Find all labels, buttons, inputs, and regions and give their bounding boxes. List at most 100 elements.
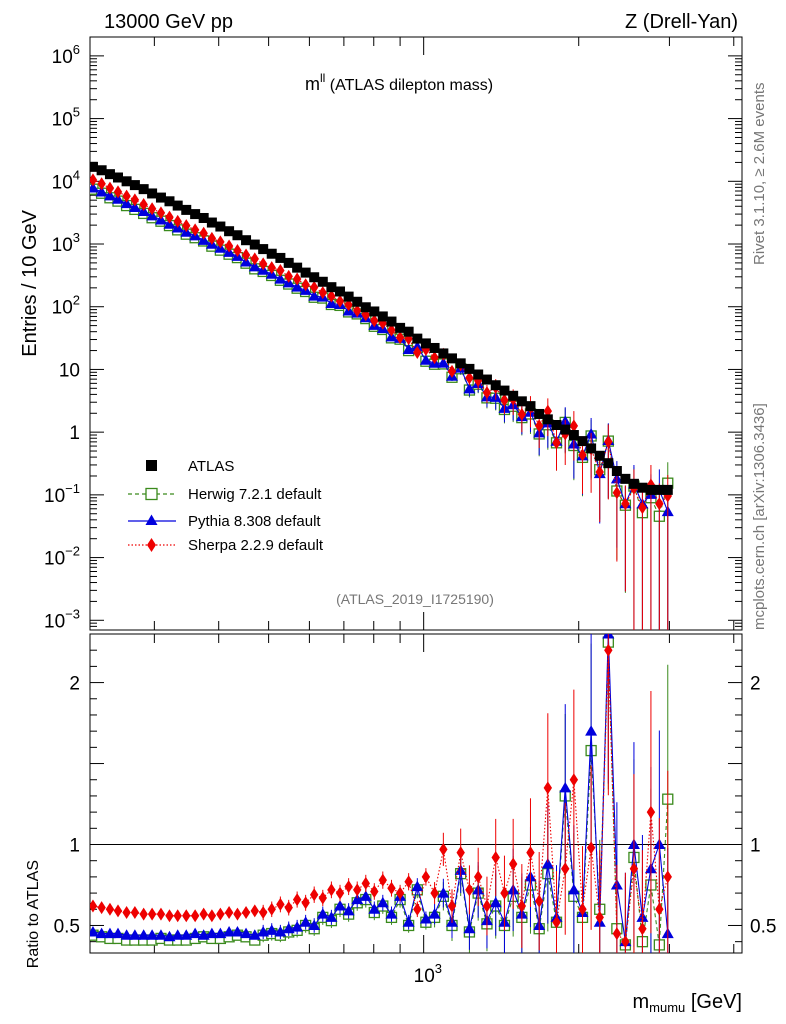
point-sherpa bbox=[301, 278, 310, 292]
ratio-point-sherpa bbox=[500, 886, 509, 900]
point-atlas bbox=[326, 282, 337, 293]
y-tick-label-base: 10 bbox=[52, 110, 73, 131]
point-sherpa bbox=[569, 419, 579, 433]
ratio-point-pythia bbox=[342, 904, 355, 916]
ratio-point-pythia bbox=[180, 929, 193, 940]
ratio-point-sherpa bbox=[335, 886, 345, 900]
point-pythia bbox=[128, 201, 141, 212]
point-sherpa bbox=[517, 407, 527, 421]
y-tick-label-top: 10−1 bbox=[44, 481, 80, 507]
y-tick-label-exp: 6 bbox=[73, 42, 80, 57]
series-line-sherpa-ratio bbox=[92, 650, 669, 943]
point-atlas bbox=[577, 436, 588, 447]
ratio-point-pythia bbox=[541, 857, 554, 869]
y-tick-label-exp: 5 bbox=[73, 105, 80, 120]
ratio-point-sherpa bbox=[207, 909, 217, 923]
point-atlas bbox=[292, 262, 303, 273]
point-atlas bbox=[551, 420, 562, 431]
point-atlas bbox=[455, 358, 466, 369]
ratio-point-pythia bbox=[585, 725, 598, 736]
ratio-point-sherpa bbox=[361, 876, 370, 890]
ratio-point-pythia bbox=[282, 922, 295, 934]
point-sherpa bbox=[370, 314, 379, 328]
ratio-point-sherpa bbox=[526, 846, 535, 860]
series-line-pythia-ratio bbox=[92, 634, 669, 942]
point-atlas bbox=[586, 443, 597, 454]
x-label-sub: mumu bbox=[649, 1000, 685, 1015]
y-tick-label-base: 10 bbox=[59, 360, 80, 381]
point-atlas bbox=[662, 484, 673, 495]
ratio-point-sherpa bbox=[447, 899, 457, 913]
ratio-point-pythia bbox=[291, 921, 304, 932]
ratio-point-pythia bbox=[111, 927, 124, 939]
ratio-point-sherpa bbox=[612, 927, 622, 941]
ratio-point-sherpa bbox=[552, 915, 561, 929]
y-tick-label-base: 1 bbox=[69, 423, 80, 444]
point-pythia bbox=[95, 186, 108, 197]
point-atlas bbox=[603, 458, 614, 469]
ratio-point-sherpa bbox=[508, 857, 518, 871]
point-atlas bbox=[420, 338, 431, 349]
ratio-point-sherpa bbox=[473, 870, 483, 884]
ratio-point-pythia bbox=[214, 927, 227, 939]
point-sherpa bbox=[224, 239, 234, 253]
point-sherpa bbox=[147, 202, 157, 216]
point-sherpa bbox=[199, 226, 208, 240]
point-sherpa bbox=[284, 269, 293, 283]
point-atlas bbox=[121, 176, 132, 187]
x-label-main: m bbox=[633, 991, 650, 1013]
point-atlas bbox=[198, 212, 209, 223]
legend-marker-sherpa bbox=[147, 538, 156, 552]
ratio-point-sherpa bbox=[561, 862, 570, 876]
point-atlas bbox=[594, 450, 605, 461]
ratio-point-pythia bbox=[240, 927, 253, 939]
ratio-point-pythia bbox=[171, 929, 184, 940]
y-tick-label-ratio-right: 1 bbox=[750, 836, 761, 857]
ratio-point-pythia bbox=[137, 929, 150, 940]
point-sherpa bbox=[655, 497, 664, 511]
point-atlas bbox=[429, 342, 440, 353]
point-sherpa bbox=[139, 197, 148, 211]
ratio-point-sherpa bbox=[421, 870, 431, 884]
point-atlas bbox=[446, 353, 457, 364]
point-sherpa bbox=[318, 286, 327, 300]
ratio-point-pythia bbox=[248, 929, 261, 940]
point-atlas bbox=[369, 306, 380, 317]
ratio-point-sherpa bbox=[586, 841, 596, 855]
y-tick-label-exp: −1 bbox=[65, 481, 80, 496]
ratio-point-sherpa bbox=[284, 901, 293, 915]
ratio-point-pythia bbox=[223, 925, 236, 937]
ratio-point-sherpa bbox=[105, 902, 115, 916]
point-pythia bbox=[248, 260, 261, 272]
point-sherpa bbox=[309, 280, 319, 294]
ratio-point-pythia bbox=[205, 927, 218, 939]
plot-title: mll (ATLAS dilepton mass) bbox=[305, 71, 493, 94]
point-sherpa bbox=[216, 235, 225, 249]
point-atlas bbox=[138, 184, 149, 195]
point-sherpa bbox=[276, 264, 285, 278]
ratio-point-sherpa bbox=[165, 909, 174, 923]
point-atlas bbox=[249, 239, 260, 250]
x-axis-label: mmumu [GeV] bbox=[633, 991, 743, 1015]
ratio-point-sherpa bbox=[241, 906, 251, 920]
point-atlas bbox=[155, 192, 166, 203]
legend-marker-atlas bbox=[146, 460, 157, 471]
point-atlas bbox=[560, 424, 571, 435]
point-sherpa bbox=[173, 214, 182, 228]
y-tick-label-top: 10 bbox=[59, 360, 80, 381]
y-tick-label-base: 10 bbox=[44, 549, 65, 570]
ratio-point-pythia bbox=[376, 896, 389, 908]
point-sherpa bbox=[182, 219, 191, 233]
ratio-point-pythia bbox=[103, 927, 116, 939]
ratio-point-pythia bbox=[299, 916, 312, 927]
y-tick-label-base: 10 bbox=[52, 298, 73, 319]
ratio-point-sherpa bbox=[543, 781, 553, 795]
point-atlas bbox=[206, 217, 217, 228]
ratio-point-pythia bbox=[189, 927, 202, 939]
ratio-point-sherpa bbox=[113, 904, 123, 918]
point-sherpa bbox=[612, 486, 622, 500]
title-main: m bbox=[305, 74, 320, 94]
point-atlas bbox=[352, 296, 363, 307]
ratio-point-sherpa bbox=[139, 907, 148, 921]
